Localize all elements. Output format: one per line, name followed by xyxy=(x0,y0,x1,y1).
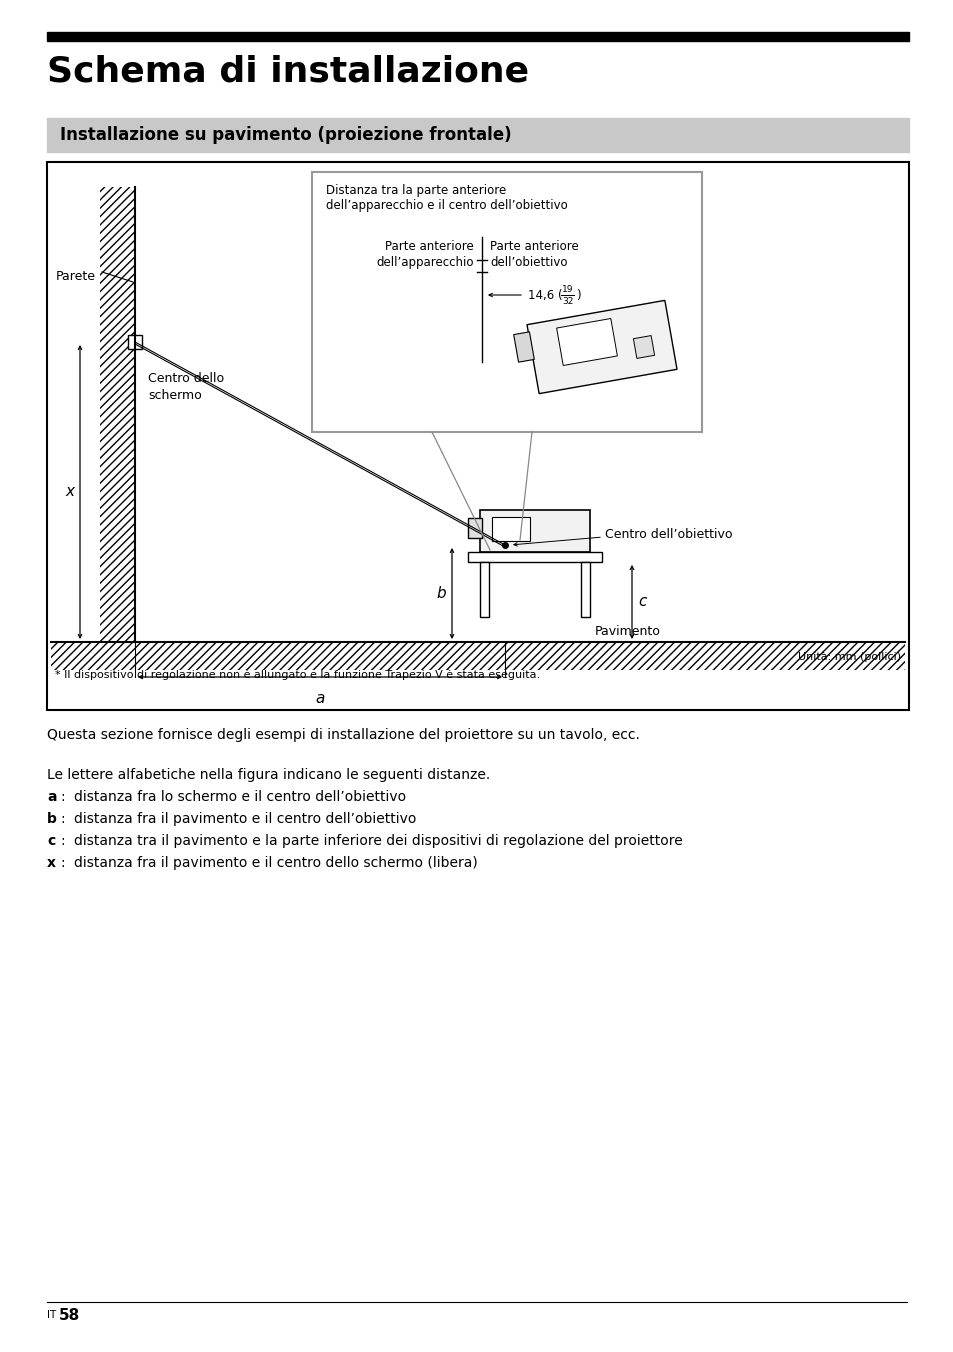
Bar xyxy=(47,118,908,151)
Bar xyxy=(468,552,601,562)
Text: distanza fra il pavimento e il centro dello schermo (libera): distanza fra il pavimento e il centro de… xyxy=(74,856,477,869)
Text: :: : xyxy=(60,813,65,826)
Text: Schema di installazione: Schema di installazione xyxy=(47,54,529,88)
Bar xyxy=(312,172,701,433)
Text: Centro dello
schermo: Centro dello schermo xyxy=(148,372,224,402)
Text: Le lettere alfabetiche nella figura indicano le seguenti distanze.: Le lettere alfabetiche nella figura indi… xyxy=(47,768,490,781)
Bar xyxy=(51,642,904,671)
Text: c: c xyxy=(638,595,646,610)
Text: Pavimento: Pavimento xyxy=(595,625,660,638)
Text: IT: IT xyxy=(47,1310,56,1320)
Bar xyxy=(468,518,481,538)
Text: 19: 19 xyxy=(561,285,573,295)
Polygon shape xyxy=(526,300,677,393)
Text: Centro dell’obiettivo: Centro dell’obiettivo xyxy=(604,529,732,542)
Bar xyxy=(47,162,908,710)
Text: a: a xyxy=(47,790,56,804)
Text: ): ) xyxy=(576,288,580,301)
Text: * Il dispositivo di regolazione non è allungato e la funzione Trapezio V è stata: * Il dispositivo di regolazione non è al… xyxy=(55,669,539,680)
Text: :: : xyxy=(60,790,65,804)
Text: distanza fra il pavimento e il centro dell’obiettivo: distanza fra il pavimento e il centro de… xyxy=(74,813,416,826)
Text: distanza tra il pavimento e la parte inferiore dei dispositivi di regolazione de: distanza tra il pavimento e la parte inf… xyxy=(74,834,682,848)
Bar xyxy=(580,562,589,617)
Text: dell’apparecchio e il centro dell’obiettivo: dell’apparecchio e il centro dell’obiett… xyxy=(326,199,567,212)
Text: Installazione su pavimento (proiezione frontale): Installazione su pavimento (proiezione f… xyxy=(60,126,511,145)
Text: 14,6 (: 14,6 ( xyxy=(527,288,562,301)
Text: Distanza tra la parte anteriore: Distanza tra la parte anteriore xyxy=(326,184,506,197)
Bar xyxy=(492,516,530,541)
Text: Questa sezione fornisce degli esempi di installazione del proiettore su un tavol: Questa sezione fornisce degli esempi di … xyxy=(47,727,639,742)
Bar xyxy=(100,187,135,642)
Text: :: : xyxy=(60,856,65,869)
Text: 58: 58 xyxy=(59,1307,80,1324)
Text: distanza fra lo schermo e il centro dell’obiettivo: distanza fra lo schermo e il centro dell… xyxy=(74,790,406,804)
Text: x: x xyxy=(65,484,74,499)
Text: 32: 32 xyxy=(561,297,573,307)
Text: :: : xyxy=(60,834,65,848)
Polygon shape xyxy=(556,319,617,365)
Text: Parete: Parete xyxy=(56,270,96,284)
Bar xyxy=(479,562,489,617)
Bar xyxy=(128,335,142,349)
Text: a: a xyxy=(315,691,324,706)
Text: c: c xyxy=(47,834,55,848)
Text: b: b xyxy=(436,585,446,602)
Text: b: b xyxy=(47,813,57,826)
Text: Parte anteriore
dell’obiettivo: Parte anteriore dell’obiettivo xyxy=(490,241,578,269)
Polygon shape xyxy=(513,331,534,362)
Bar xyxy=(47,32,908,41)
Text: x: x xyxy=(47,856,56,869)
Text: Parte anteriore
dell’apparecchio: Parte anteriore dell’apparecchio xyxy=(376,241,474,269)
Text: Unità: mm (pollici): Unità: mm (pollici) xyxy=(797,652,900,662)
Polygon shape xyxy=(633,335,654,358)
Bar xyxy=(479,510,589,552)
